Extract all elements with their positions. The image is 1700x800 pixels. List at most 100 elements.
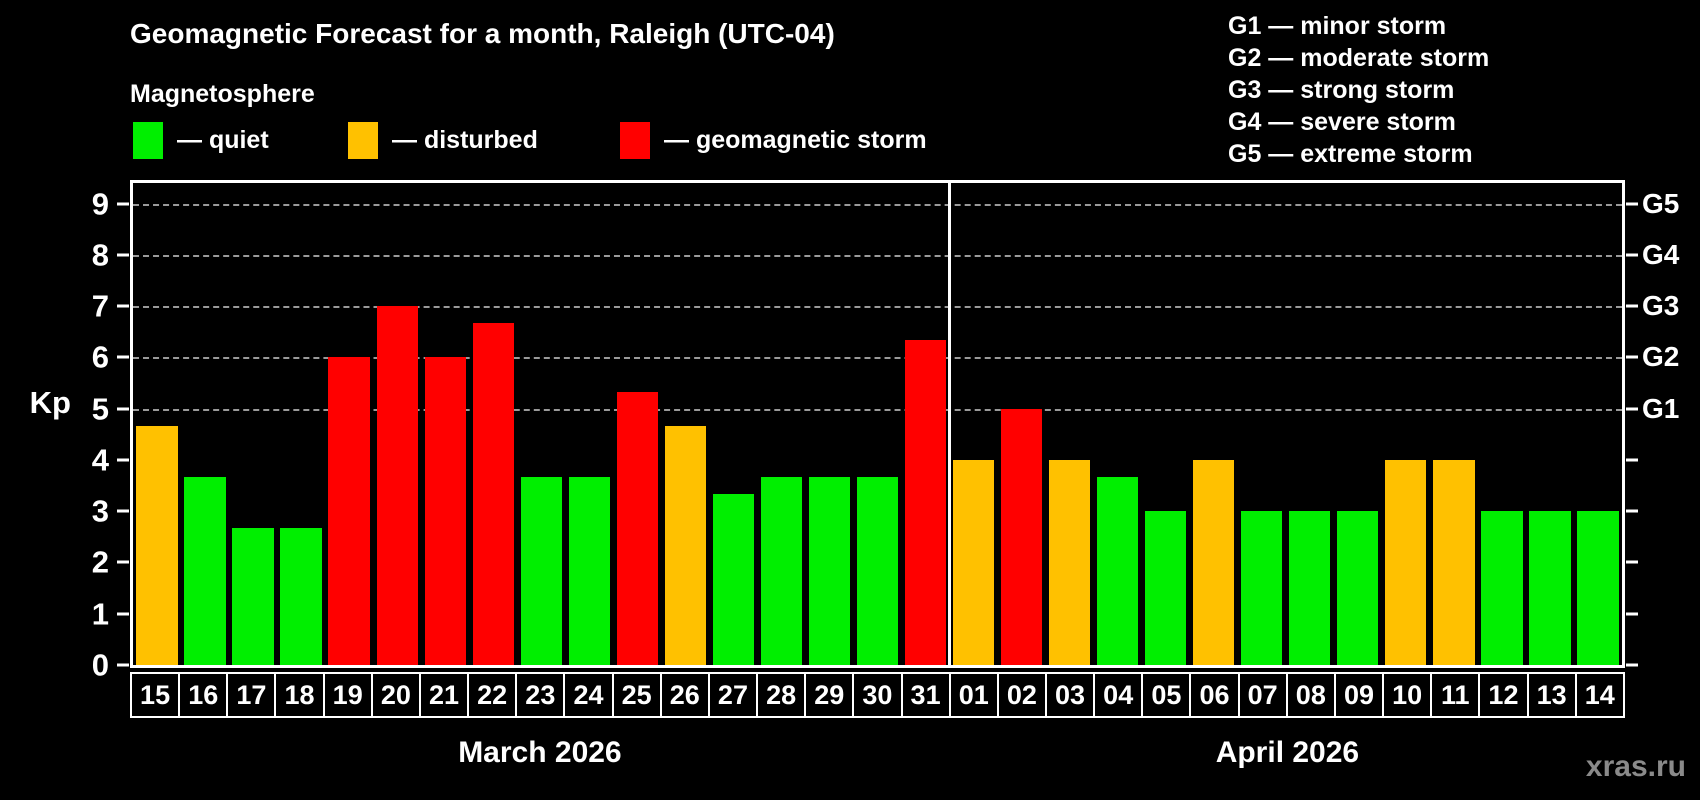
bar-day-14: [1577, 511, 1619, 665]
y-axis-title: Kp: [29, 385, 71, 421]
day-label-20: 20: [370, 672, 421, 718]
right-tick-4: [1626, 458, 1638, 462]
day-label-06: 06: [1189, 672, 1240, 718]
right-tick-5: [1626, 407, 1638, 411]
day-label-25: 25: [611, 672, 662, 718]
bar-day-21: [424, 357, 466, 665]
day-label-30: 30: [852, 672, 903, 718]
day-label-31: 31: [900, 672, 951, 718]
bar-day-11: [1433, 459, 1475, 665]
day-label-28: 28: [756, 672, 807, 718]
bar-day-17: [232, 528, 274, 665]
x-axis-day-labels: 15 16 17 18 19 20 21 22 23 24 25 26 27 28 29 30 31 01 02 03…: [130, 672, 1625, 718]
y-tick-label-2: 2: [91, 544, 109, 580]
bar-day-31: [904, 340, 947, 665]
gridline-kp-6: [133, 357, 1622, 360]
y-tick-label-6: 6: [91, 339, 109, 375]
right-tick-2: [1626, 560, 1638, 564]
day-label-01: 01: [948, 672, 999, 718]
y-tick-2: [117, 560, 129, 564]
y-tick-5: [117, 407, 129, 411]
legend-label-quiet: — quiet: [177, 126, 269, 154]
y-tick-8: [117, 253, 129, 257]
bar-day-25: [616, 391, 658, 665]
day-label-12: 12: [1478, 672, 1529, 718]
day-label-23: 23: [515, 672, 566, 718]
y-tick-7: [117, 304, 129, 308]
bar-day-16: [184, 476, 226, 665]
right-tick-6: [1626, 355, 1638, 359]
bar-day-09: [1337, 511, 1379, 665]
y-tick-6: [117, 355, 129, 359]
bar-day-12: [1481, 511, 1523, 665]
month-label-march: March 2026: [458, 736, 622, 769]
day-label-11: 11: [1430, 672, 1481, 718]
gridline-kp-8: [133, 254, 1622, 257]
bar-day-05: [1145, 511, 1187, 665]
bar-day-26: [664, 425, 706, 665]
bar-day-04: [1097, 476, 1139, 665]
day-label-16: 16: [178, 672, 229, 718]
page-title: Geomagnetic Forecast for a month, Raleig…: [130, 18, 835, 49]
disturbed-color-swatch: [348, 122, 378, 159]
watermark: xras.ru: [1585, 750, 1686, 783]
bar-day-08: [1289, 511, 1331, 665]
y-tick-label-4: 4: [91, 442, 109, 478]
legend-label-disturbed: — disturbed: [392, 126, 538, 154]
day-label-05: 05: [1141, 672, 1192, 718]
bar-day-24: [568, 476, 610, 665]
g-scale-legend: G1 — minor storm G2 — moderate storm G3 …: [1228, 10, 1489, 170]
day-label-18: 18: [274, 672, 325, 718]
right-axis-label-g4: G4: [1642, 238, 1680, 270]
bar-day-23: [520, 476, 562, 665]
right-tick-9: [1626, 202, 1638, 205]
bar-day-20: [376, 306, 418, 665]
y-tick-label-0: 0: [91, 647, 109, 683]
day-label-09: 09: [1333, 672, 1385, 718]
right-tick-3: [1626, 509, 1638, 513]
day-label-19: 19: [322, 672, 373, 718]
bar-day-10: [1385, 459, 1427, 665]
storm-color-swatch: [620, 122, 650, 159]
bar-day-06: [1193, 459, 1235, 665]
bar-day-07: [1241, 511, 1283, 665]
bar-day-19: [328, 357, 370, 665]
bar-day-28: [760, 476, 803, 665]
day-label-13: 13: [1526, 672, 1577, 718]
bar-day-22: [472, 323, 514, 665]
bar-day-15: [136, 425, 178, 665]
y-tick-0: [117, 663, 129, 667]
y-tick-9: [117, 202, 129, 205]
right-tick-7: [1626, 304, 1638, 308]
day-label-10: 10: [1382, 672, 1433, 718]
day-label-26: 26: [659, 672, 710, 718]
y-tick-label-7: 7: [91, 288, 109, 324]
y-tick-1: [117, 612, 129, 616]
bar-day-18: [280, 528, 322, 665]
plot-area: Kp 0 1 2 3 4 5 6 7 8 9 G1 G2 G3 G4 G5: [30, 180, 1679, 681]
right-axis-label-g3: G3: [1642, 290, 1680, 322]
bar-day-13: [1529, 511, 1571, 665]
legend-label-storm: — geomagnetic storm: [664, 126, 927, 154]
gridline-kp-9: [133, 203, 1622, 206]
g-scale-legend-g3: G3 — strong storm: [1228, 76, 1455, 104]
day-label-29: 29: [804, 672, 855, 718]
y-tick-4: [117, 458, 129, 462]
y-tick-label-1: 1: [91, 596, 109, 632]
day-label-07: 07: [1237, 672, 1288, 718]
right-tick-0: [1626, 663, 1638, 667]
legend-item-storm: — geomagnetic storm: [620, 122, 927, 159]
bar-day-01: [952, 459, 995, 665]
bar-day-29: [808, 476, 851, 665]
y-tick-label-5: 5: [91, 391, 109, 427]
gridline-kp-5: [133, 408, 1622, 411]
month-label-april: April 2026: [1215, 736, 1360, 769]
day-label-08: 08: [1285, 672, 1336, 718]
bar-day-03: [1048, 459, 1091, 665]
y-tick-label-3: 3: [91, 493, 109, 529]
day-label-21: 21: [418, 672, 470, 718]
g-scale-legend-g5: G5 — extreme storm: [1228, 140, 1473, 168]
day-label-22: 22: [467, 672, 518, 718]
bar-day-27: [712, 494, 755, 665]
